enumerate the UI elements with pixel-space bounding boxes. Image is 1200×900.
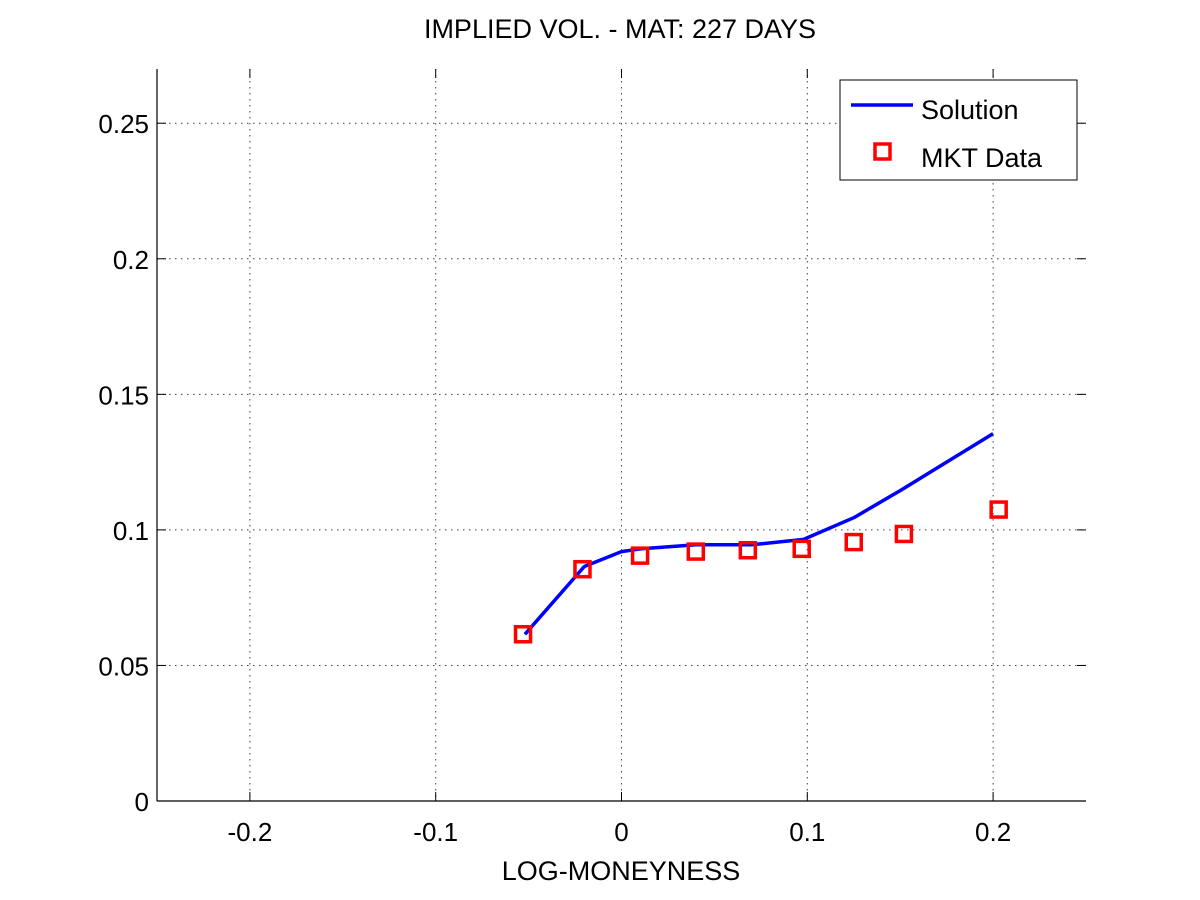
x-tick-label: 0.2 <box>975 817 1011 847</box>
solution-line <box>523 432 995 636</box>
legend: Solution MKT Data <box>839 79 1078 181</box>
mkt-data-point <box>894 524 914 544</box>
legend-box <box>839 79 1078 181</box>
y-tick-label: 0.15 <box>98 380 149 410</box>
y-tick-label: 0 <box>135 787 149 817</box>
x-tick-label: 0 <box>614 817 628 847</box>
mkt-data-point <box>630 546 650 565</box>
mkt-data-point <box>844 532 863 552</box>
mkt-data-point <box>989 500 1008 519</box>
mkt-data-point <box>573 559 592 579</box>
x-tick-label: -0.1 <box>413 817 458 847</box>
x-tick-label: -0.2 <box>227 817 272 847</box>
y-tick-label: 0.05 <box>98 651 149 681</box>
legend-mkt-data-swatch <box>873 142 892 161</box>
chart-title: IMPLIED VOL. - MAT: 227 DAYS <box>424 14 816 44</box>
y-tick-label: 0.1 <box>113 516 149 546</box>
mkt-data-point <box>792 539 811 559</box>
legend-mkt-data-label: MKT Data <box>921 143 1043 173</box>
x-axis-label: LOG-MONEYNESS <box>502 856 741 886</box>
mkt-data-point <box>686 542 706 561</box>
plot-series <box>513 432 1008 644</box>
tick-labels: -0.2 -0.1 0 0.1 0.2 0 0.05 0.1 0.15 0.2 0.25 <box>98 109 1011 847</box>
mkt-data-point <box>513 625 533 644</box>
axes <box>156 69 1086 802</box>
y-tick-label: 0.25 <box>98 109 149 139</box>
y-tick-label: 0.2 <box>113 245 149 275</box>
x-tick-label: 0.1 <box>789 817 825 847</box>
mkt-data-point <box>738 540 758 560</box>
legend-solution-label: Solution <box>921 95 1019 125</box>
